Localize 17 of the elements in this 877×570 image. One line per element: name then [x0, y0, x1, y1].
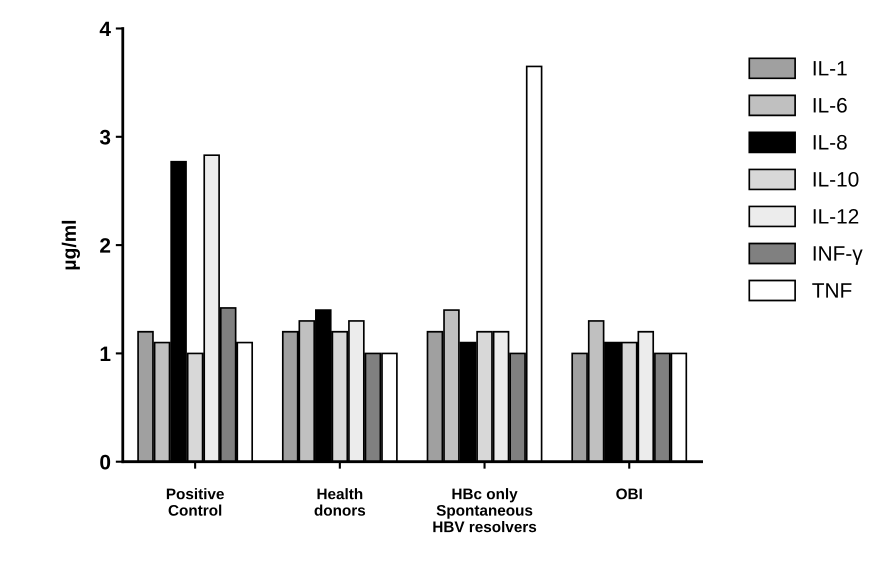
- y-axis-title: µg/ml: [62, 220, 80, 270]
- legend-label: IL-12: [814, 208, 858, 224]
- legend-label: IL-8: [814, 134, 847, 150]
- x-tick-label: HBc only Spontaneous HBV resolvers: [433, 488, 536, 532]
- y-tick-label: 4: [100, 22, 111, 36]
- x-tick-label: OBI: [616, 488, 642, 500]
- legend-label: INF-γ: [814, 246, 863, 265]
- legend-label: TNF: [812, 283, 852, 298]
- y-tick-label: 3: [100, 130, 110, 145]
- y-tick-label: 1: [100, 346, 110, 361]
- x-tick-label: Positive Control: [166, 488, 224, 516]
- x-tick-label: Health donors: [314, 488, 366, 516]
- legend-label: IL-6: [814, 98, 847, 113]
- legend-label: IL-1: [814, 61, 847, 76]
- legend-label: IL-10: [814, 172, 858, 187]
- y-tick-label: 0: [100, 454, 110, 470]
- y-tick-label: 2: [100, 238, 110, 253]
